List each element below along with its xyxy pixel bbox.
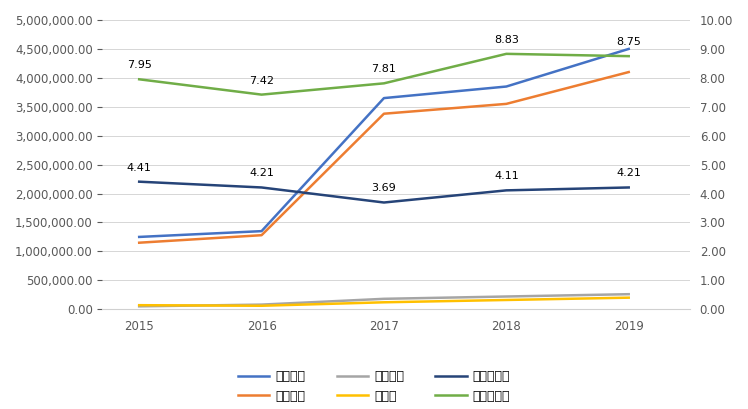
净利润 [625, 295, 634, 300]
净利润 [502, 297, 511, 302]
Line: 销售毛利率: 销售毛利率 [139, 54, 629, 94]
Text: 8.75: 8.75 [616, 37, 641, 47]
Text: 7.81: 7.81 [372, 64, 396, 74]
营业成本 [379, 111, 388, 116]
Line: 净利润: 净利润 [139, 298, 629, 306]
销售毛利率 [135, 77, 144, 82]
Text: 4.21: 4.21 [616, 169, 641, 178]
Text: 4.21: 4.21 [249, 169, 274, 178]
营业利润 [135, 304, 144, 309]
销售净利率 [502, 188, 511, 193]
销售毛利率 [257, 92, 266, 97]
营业利润 [625, 292, 634, 297]
销售毛利率 [379, 81, 388, 86]
净利润 [257, 303, 266, 308]
Text: 7.42: 7.42 [249, 76, 274, 85]
营业利润 [257, 302, 266, 307]
营业收入 [257, 229, 266, 234]
Line: 销售净利率: 销售净利率 [139, 182, 629, 202]
销售毛利率 [625, 54, 634, 58]
营业成本 [257, 233, 266, 238]
Line: 营业成本: 营业成本 [139, 72, 629, 243]
Text: 7.95: 7.95 [126, 60, 152, 70]
Text: 4.41: 4.41 [126, 162, 152, 173]
营业收入 [379, 96, 388, 101]
净利润 [135, 303, 144, 308]
销售净利率 [625, 185, 634, 190]
营业成本 [135, 240, 144, 245]
营业利润 [379, 297, 388, 301]
营业成本 [625, 70, 634, 74]
营业利润 [502, 294, 511, 299]
Line: 营业利润: 营业利润 [139, 294, 629, 306]
Text: 8.83: 8.83 [494, 35, 519, 45]
销售净利率 [379, 200, 388, 205]
Line: 营业收入: 营业收入 [139, 49, 629, 237]
销售净利率 [257, 185, 266, 190]
Text: 3.69: 3.69 [372, 183, 396, 193]
营业收入 [625, 47, 634, 52]
销售毛利率 [502, 52, 511, 56]
营业成本 [502, 101, 511, 106]
销售净利率 [135, 179, 144, 184]
Text: 4.11: 4.11 [494, 171, 518, 181]
净利润 [379, 300, 388, 305]
Legend: 营业收入, 营业成本, 营业利润, 净利润, 销售净利率, 销售毛利率: 营业收入, 营业成本, 营业利润, 净利润, 销售净利率, 销售毛利率 [238, 371, 510, 403]
营业收入 [135, 234, 144, 239]
营业收入 [502, 84, 511, 89]
